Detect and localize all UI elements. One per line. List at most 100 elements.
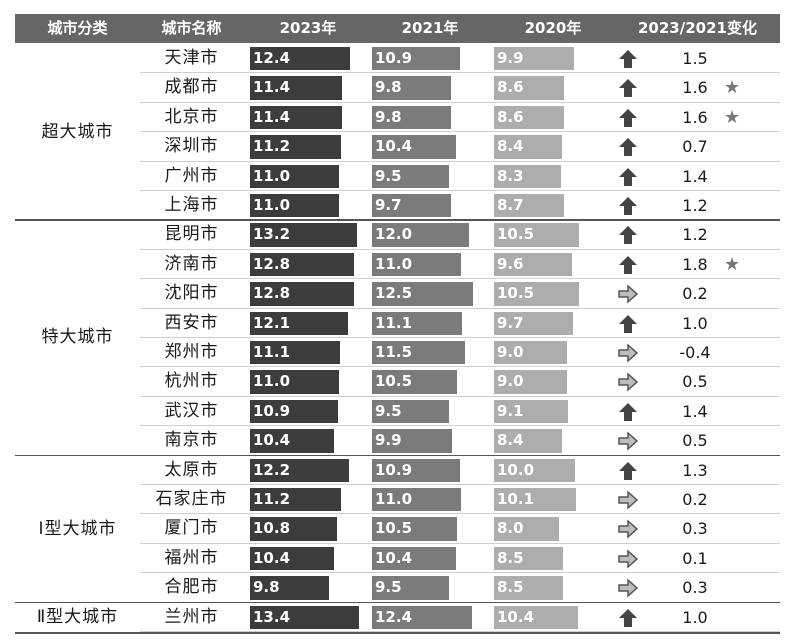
- bar-label-2021: 10.9: [375, 460, 413, 479]
- bar-2023: [250, 546, 335, 571]
- city-name: 武汉市: [164, 400, 219, 421]
- bar-label-2023: 12.4: [253, 49, 291, 67]
- bar-2021: [372, 76, 452, 100]
- city-name: 西安市: [164, 312, 219, 333]
- change-value: 1.0: [682, 313, 708, 333]
- bar-2020: [494, 458, 575, 482]
- bar-label-2021: 9.9: [375, 431, 402, 450]
- table-row: 武汉市 10.9 9.5 9.1 1.4: [140, 397, 780, 427]
- bar-2020: [494, 76, 564, 100]
- bar-2020: [494, 429, 563, 453]
- arrow-up-icon: [619, 50, 637, 68]
- change-value: 1.6: [682, 107, 708, 127]
- bar-label-2023: 13.2: [253, 225, 291, 244]
- group-label: 特大城市: [41, 327, 114, 348]
- city-name: 厦门市: [164, 518, 219, 539]
- bar-label-2023: 13.4: [253, 607, 291, 626]
- bar-label-2021: 10.4: [375, 548, 413, 567]
- change-value: 1.4: [682, 166, 708, 186]
- bar-2020: [494, 164, 562, 188]
- header-2021: 2021年: [401, 19, 459, 37]
- bar-2021: [372, 546, 457, 571]
- bar-label-2023: 12.8: [253, 284, 291, 303]
- star-icon: ★: [724, 253, 741, 275]
- group-divider: [15, 219, 780, 221]
- change-value: 0.2: [682, 284, 708, 304]
- change-value: 1.4: [682, 401, 708, 421]
- bar-label-2020: 9.1: [497, 401, 524, 420]
- bar-label-2020: 8.6: [497, 78, 524, 97]
- arrow-right-icon: [618, 578, 639, 598]
- city-name: 兰州市: [164, 606, 219, 627]
- bar-2021: [372, 282, 474, 306]
- bar-2023: [250, 517, 338, 541]
- bar-2021: [372, 605, 473, 629]
- city-name: 合肥市: [164, 577, 219, 598]
- bar-2023: [250, 47, 351, 71]
- bar-label-2021: 10.5: [375, 519, 413, 538]
- bar-2020: [494, 546, 563, 571]
- bar-label-2021: 11.1: [375, 313, 413, 332]
- bar-label-2020: 10.5: [497, 284, 535, 303]
- arrow-right-icon: [618, 343, 639, 363]
- arrow-up-icon: [619, 138, 637, 157]
- bar-label-2021: 11.5: [375, 343, 413, 361]
- bar-2020: [494, 488, 576, 512]
- row-divider: [140, 483, 780, 485]
- bar-label-2021: 9.7: [375, 196, 402, 214]
- group-label: Ⅱ型大城市: [36, 606, 119, 627]
- arrow-right-icon: [618, 431, 639, 451]
- bar-2021: [372, 370, 458, 394]
- group-label: Ⅰ型大城市: [38, 518, 117, 539]
- bar-label-2023: 10.4: [253, 548, 291, 567]
- bar-label-2023: 11.4: [253, 78, 291, 97]
- row-divider: [140, 160, 780, 162]
- bar-label-2020: 8.7: [497, 196, 524, 214]
- bar-2021: [372, 517, 458, 541]
- bar-2023: [250, 223, 357, 247]
- bar-2023: [250, 311, 348, 335]
- bar-2023: [250, 135, 341, 159]
- bar-label-2023: 12.8: [253, 254, 291, 273]
- bar-2020: [494, 135, 563, 159]
- bar-label-2021: 9.5: [375, 401, 402, 420]
- row-divider: [140, 72, 780, 74]
- arrow-up-icon: [619, 108, 637, 127]
- table-row: 兰州市 13.4 12.4 10.4 1.0: [140, 603, 780, 632]
- bar-label-2021: 11.0: [375, 254, 413, 273]
- bar-2021: [372, 47, 461, 71]
- bar-2023: [250, 576, 330, 600]
- bar-2021: [372, 488, 462, 512]
- bar-2021: [372, 399, 449, 424]
- bar-label-2020: 8.6: [497, 107, 524, 126]
- bar-2023: [250, 105, 343, 130]
- bar-label-2023: 10.8: [253, 519, 291, 538]
- bar-2020: [494, 370, 567, 394]
- row-divider: [140, 189, 780, 191]
- city-name: 南京市: [164, 430, 219, 451]
- bar-label-2023: 12.1: [253, 313, 291, 332]
- bar-label-2021: 9.8: [375, 107, 402, 126]
- table-header: 城市分类 城市名称 2023年 2021年 2020年 2023/2021变化: [15, 14, 780, 43]
- bar-2023: [250, 341, 340, 365]
- row-divider: [140, 366, 780, 368]
- table-row: 石家庄市 11.2 11.0 10.1 0.2: [140, 485, 780, 515]
- row-divider: [140, 630, 780, 632]
- city-name: 成都市: [164, 77, 219, 98]
- bar-2023: [250, 76, 343, 100]
- city-name: 杭州市: [164, 371, 219, 392]
- table-row: 杭州市 11.0 10.5 9.0 0.5: [140, 367, 780, 397]
- row-divider: [140, 248, 780, 250]
- bar-label-2023: 10.4: [253, 431, 291, 450]
- row-divider: [140, 513, 780, 515]
- row-divider: [140, 307, 780, 309]
- bar-2023: [250, 429, 335, 453]
- change-value: 1.2: [682, 225, 708, 245]
- change-value: 0.5: [682, 431, 708, 451]
- table-row: 西安市 12.1 11.1 9.7 1.0: [140, 309, 780, 338]
- arrow-right-icon: [618, 490, 639, 510]
- change-value: 1.2: [682, 196, 708, 215]
- arrow-up-icon: [619, 402, 637, 421]
- city-name: 石家庄市: [155, 489, 228, 509]
- bar-label-2023: 12.2: [253, 460, 291, 479]
